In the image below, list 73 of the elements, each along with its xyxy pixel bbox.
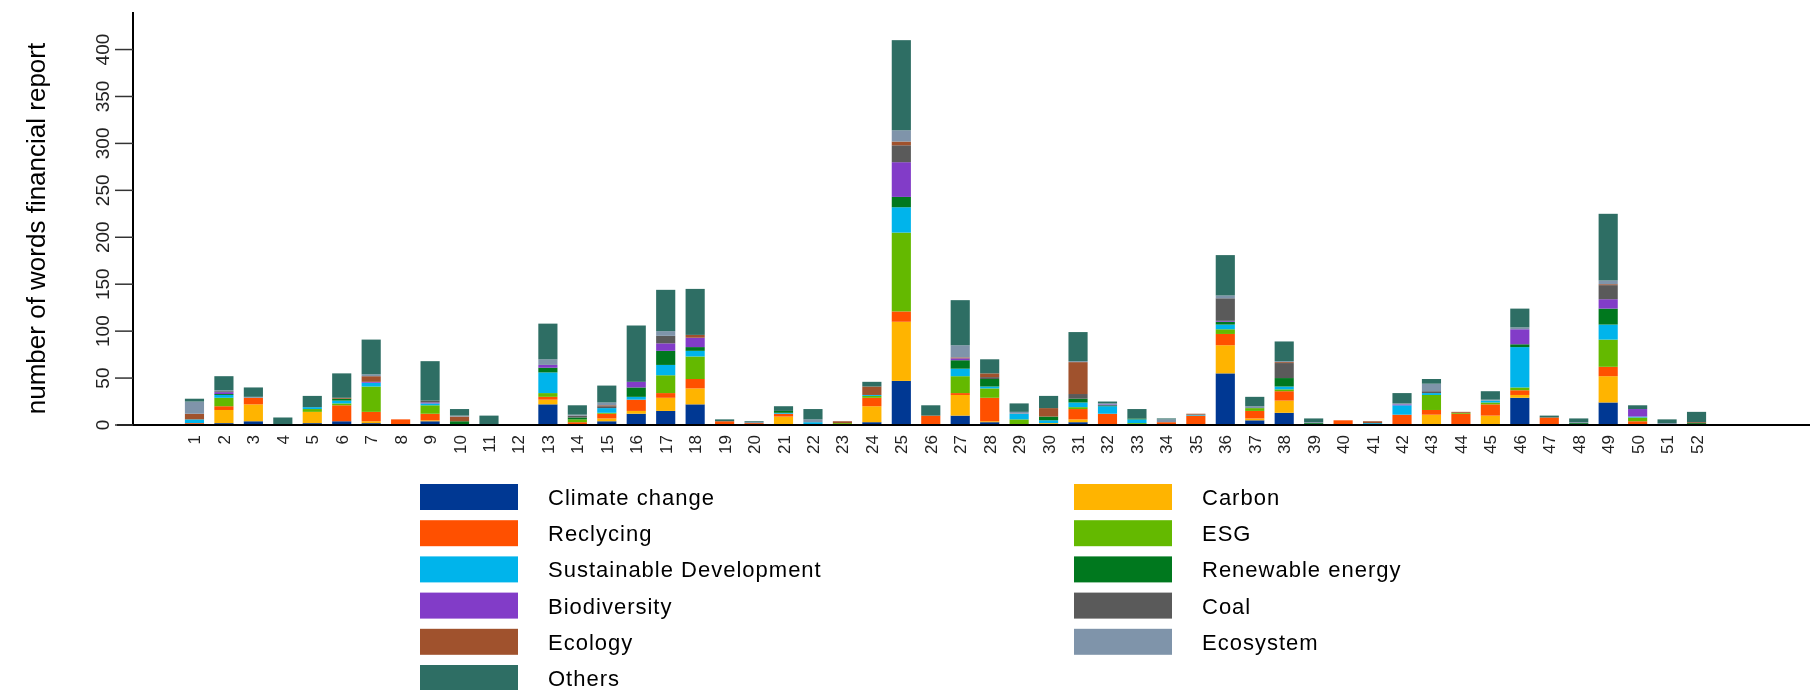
- x-tick-label: 51: [1658, 435, 1678, 454]
- x-tick-label: 28: [980, 435, 1000, 454]
- x-tick-label: 6: [332, 435, 352, 445]
- y-tick-label: 50: [92, 367, 113, 389]
- x-tick-label: 24: [862, 435, 882, 454]
- x-tick-label: 19: [715, 435, 735, 454]
- x-tick-label: 46: [1510, 435, 1530, 454]
- x-tick-label: 40: [1334, 435, 1354, 454]
- x-tick-label: 26: [921, 435, 941, 454]
- x-tick-label: 41: [1363, 435, 1383, 454]
- x-tick-label: 9: [421, 435, 441, 445]
- x-tick-label: 23: [833, 435, 853, 454]
- x-tick-label: 1: [185, 435, 205, 445]
- x-tick-label: 21: [774, 435, 794, 454]
- y-tick-label: 200: [92, 221, 113, 254]
- y-tick-label: 0: [92, 419, 113, 431]
- x-tick-label: 13: [538, 435, 558, 454]
- legend-label: Sustainable Development: [548, 557, 822, 583]
- x-tick-label: 27: [951, 435, 971, 454]
- y-tick-label: 300: [92, 127, 113, 160]
- x-tick-label: 38: [1275, 435, 1295, 454]
- x-tick-label: 34: [1157, 435, 1177, 454]
- legend-label: Carbon: [1202, 485, 1281, 510]
- y-tick-label: 150: [92, 268, 113, 301]
- x-tick-label: 16: [627, 435, 647, 454]
- x-tick-label: 50: [1628, 435, 1648, 454]
- x-tick-label: 8: [391, 435, 411, 445]
- y-tick-label: 350: [92, 80, 113, 113]
- x-tick-label: 10: [450, 435, 470, 454]
- x-tick-label: 30: [1039, 435, 1059, 454]
- legend-label: Others: [548, 666, 621, 690]
- x-tick-label: 18: [686, 435, 706, 454]
- x-tick-label: 47: [1540, 435, 1560, 454]
- x-tick-label: 35: [1186, 435, 1206, 454]
- legend-label: Ecology: [548, 629, 634, 655]
- x-tick-label: 45: [1481, 435, 1501, 454]
- x-tick-label: 7: [362, 435, 382, 445]
- x-tick-label: 49: [1599, 435, 1619, 454]
- x-tick-label: 48: [1569, 435, 1589, 454]
- x-tick-label: 36: [1216, 435, 1236, 454]
- x-tick-label: 11: [479, 435, 499, 453]
- y-tick-label: 100: [92, 315, 113, 347]
- x-tick-label: 22: [803, 435, 823, 454]
- x-tick-label: 44: [1451, 435, 1471, 454]
- x-tick-label: 4: [273, 435, 293, 445]
- x-tick-label: 17: [656, 435, 676, 454]
- legend-label: ESG: [1202, 521, 1252, 547]
- y-tick-label: 250: [92, 174, 113, 207]
- x-tick-label: 32: [1098, 435, 1118, 454]
- x-tick-label: 29: [1010, 435, 1030, 454]
- x-tick-label: 37: [1245, 435, 1265, 454]
- x-tick-label: 25: [892, 435, 912, 454]
- x-tick-label: 14: [568, 435, 588, 454]
- legend-label: Biodiversity: [548, 593, 673, 619]
- x-tick-label: 31: [1069, 435, 1089, 454]
- legend-label: Coal: [1202, 593, 1252, 619]
- legend-label: Renewable energy: [1202, 557, 1402, 583]
- x-tick-label: 5: [303, 435, 323, 445]
- x-tick-label: 3: [244, 435, 264, 445]
- x-tick-label: 20: [745, 435, 765, 454]
- y-tick-label: 400: [92, 33, 113, 66]
- x-tick-label: 52: [1687, 435, 1707, 454]
- x-tick-label: 43: [1422, 435, 1442, 454]
- legend-label: Reclycing: [548, 521, 653, 547]
- x-tick-label: 15: [597, 435, 617, 454]
- x-tick-label: 2: [214, 435, 234, 445]
- y-axis-title: number of words financial report: [21, 42, 51, 415]
- legend-label: Climate change: [548, 485, 715, 510]
- x-tick-label: 33: [1127, 435, 1147, 454]
- x-tick-label: 12: [509, 435, 529, 454]
- x-tick-label: 42: [1393, 435, 1413, 454]
- x-tick-label: 39: [1304, 435, 1324, 454]
- legend-label: Ecosystem: [1202, 629, 1319, 655]
